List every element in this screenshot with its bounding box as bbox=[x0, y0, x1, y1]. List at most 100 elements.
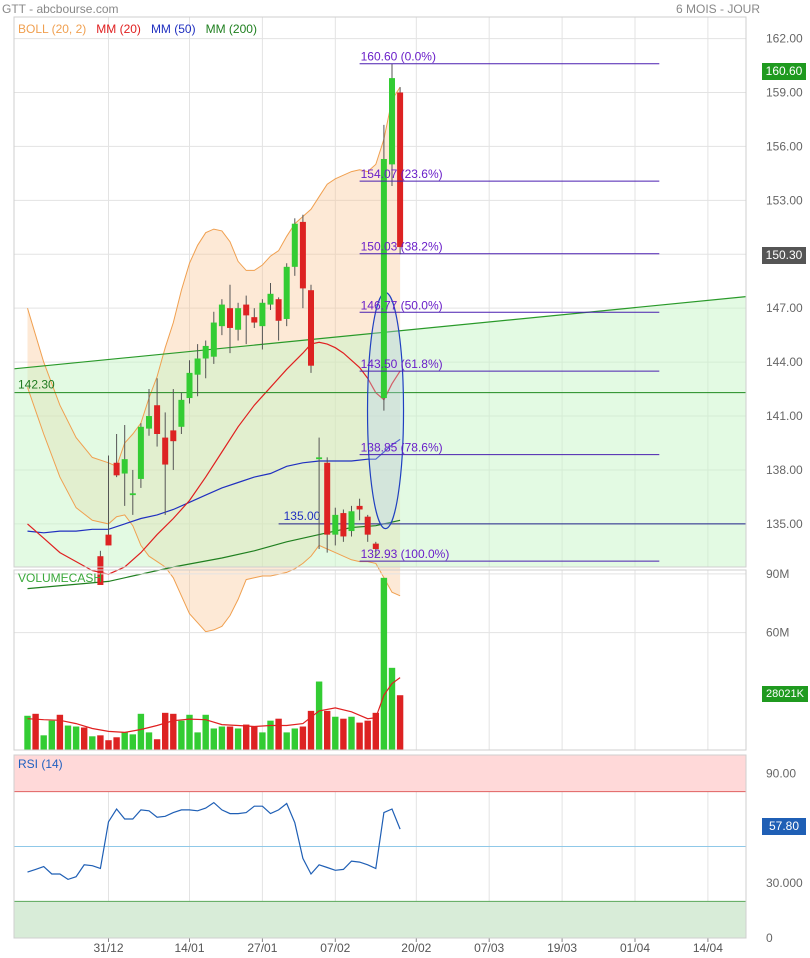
panel-frames bbox=[13, 16, 747, 939]
candle-body bbox=[218, 304, 225, 327]
volume-tick-label: 60M bbox=[766, 626, 789, 640]
candle-body bbox=[146, 416, 152, 429]
time-tick-label: 07/02 bbox=[320, 941, 350, 955]
fib-level-label: 154.07 (23.6%) bbox=[361, 167, 443, 181]
volume-bar bbox=[251, 726, 258, 750]
support-label: 142.30 bbox=[18, 378, 55, 392]
volume-bar bbox=[307, 710, 315, 750]
volume-bar bbox=[259, 732, 266, 750]
rsi-overbought-zone bbox=[14, 755, 746, 792]
candle-body bbox=[308, 290, 314, 366]
volume-bar bbox=[234, 728, 242, 750]
volume-bar bbox=[299, 726, 307, 750]
volume-bar bbox=[356, 722, 363, 750]
volume-badge: 28021K bbox=[762, 686, 808, 702]
candle-body bbox=[170, 430, 177, 442]
candle-body bbox=[389, 78, 395, 165]
volume-bar bbox=[291, 728, 298, 750]
candle-body bbox=[275, 299, 282, 321]
rsi-tick-label: 0 bbox=[766, 931, 773, 945]
fibonacci-retracement: 160.60 (0.0%) 154.07 (23.6%) 150.03 (38.2%… bbox=[359, 50, 660, 562]
candle-body bbox=[121, 459, 128, 474]
volume-bar bbox=[324, 710, 331, 750]
volume-bar bbox=[32, 713, 39, 750]
volume-bar bbox=[202, 714, 209, 750]
panel-frame bbox=[13, 16, 747, 568]
price-tick-label: 147.00 bbox=[766, 301, 803, 315]
candle-body bbox=[340, 513, 347, 537]
period-label[interactable]: 6 MOIS - JOUR bbox=[675, 2, 760, 16]
volume-bar bbox=[121, 732, 128, 750]
volume-bar bbox=[380, 577, 388, 750]
fib-level-label: 146.77 (50.0%) bbox=[361, 298, 443, 312]
candle-body bbox=[283, 266, 290, 319]
legend-mm50[interactable]: MM (50) bbox=[150, 22, 196, 36]
candle-body bbox=[356, 505, 363, 510]
legend-mm200[interactable]: MM (200) bbox=[205, 22, 257, 36]
candle-body bbox=[259, 302, 266, 327]
volume-bar bbox=[64, 725, 72, 750]
candle-body bbox=[129, 493, 136, 496]
volume-bar bbox=[153, 739, 161, 750]
candle-body bbox=[186, 372, 193, 399]
candle-body bbox=[194, 358, 201, 375]
time-tick-label: 20/02 bbox=[401, 941, 431, 955]
volume-bar bbox=[145, 732, 153, 750]
candle-body bbox=[227, 308, 233, 328]
bollinger-lower-line bbox=[27, 387, 401, 633]
candle-body bbox=[137, 426, 144, 479]
price-tick-label: 162.00 bbox=[766, 32, 803, 46]
legend: BOLL (20, 2) MM (20) MM (50) MM (200) bbox=[18, 22, 257, 36]
candle-body bbox=[332, 514, 339, 535]
volume-bar bbox=[226, 726, 234, 750]
time-tick-label: 19/03 bbox=[547, 941, 577, 955]
candle-body bbox=[364, 516, 371, 535]
volume-bar bbox=[113, 737, 120, 750]
price-tick-label: 156.00 bbox=[766, 139, 803, 153]
candle-body bbox=[324, 462, 331, 535]
rsi-panel: 0 30.000 90.00 bbox=[14, 755, 803, 945]
volume-bar bbox=[97, 735, 104, 750]
volume-bar bbox=[340, 718, 347, 750]
volume-bar bbox=[348, 716, 355, 750]
volume-ma-line bbox=[27, 677, 401, 734]
volume-bar bbox=[89, 736, 96, 750]
candle-body bbox=[162, 437, 169, 465]
candle-body bbox=[178, 399, 185, 427]
fib-level-label: 138.85 (78.6%) bbox=[361, 441, 443, 455]
trendline bbox=[13, 296, 747, 370]
candle-body bbox=[267, 293, 274, 305]
volume-bar bbox=[186, 714, 193, 750]
price-tick-label: 144.00 bbox=[766, 355, 803, 369]
candle-body bbox=[105, 534, 112, 546]
candle-body bbox=[235, 308, 242, 330]
rsi-badge: 57.80 bbox=[762, 818, 806, 835]
candle-body bbox=[348, 511, 355, 532]
volume-bar bbox=[396, 695, 404, 750]
volume-bar bbox=[243, 724, 250, 750]
last-price-badge: 160.60 bbox=[762, 63, 806, 80]
candle-body bbox=[299, 221, 306, 289]
volume-bar bbox=[194, 732, 201, 750]
candle-body bbox=[210, 322, 217, 357]
volume-bar bbox=[210, 728, 217, 750]
volume-bar bbox=[364, 720, 371, 750]
volume-tick-label: 90M bbox=[766, 567, 789, 581]
volume-bar bbox=[275, 718, 282, 750]
rsi-oversold-zone bbox=[14, 901, 746, 938]
legend-mm20[interactable]: MM (20) bbox=[96, 22, 141, 36]
volume-bar bbox=[162, 712, 169, 750]
volume-bar bbox=[315, 681, 323, 750]
second-price-badge: 150.30 bbox=[762, 247, 806, 264]
fib-level-label: 160.60 (0.0%) bbox=[361, 50, 436, 64]
time-tick-label: 01/04 bbox=[620, 941, 650, 955]
price-tick-label: 135.00 bbox=[766, 517, 803, 531]
bollinger-upper-line bbox=[27, 86, 401, 467]
price-tick-label: 159.00 bbox=[766, 85, 803, 99]
volume-bar bbox=[81, 727, 88, 750]
chart-title: GTT - abcbourse.com bbox=[2, 2, 119, 16]
volume-bar bbox=[137, 713, 145, 750]
legend-boll[interactable]: BOLL (20, 2) bbox=[18, 22, 87, 36]
volume-bar bbox=[129, 734, 136, 750]
volume-bar bbox=[178, 720, 185, 750]
